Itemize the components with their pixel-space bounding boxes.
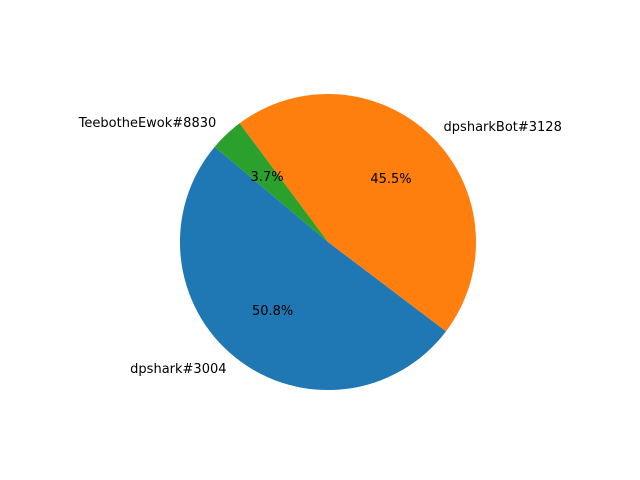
slice-percent-0: 50.8% xyxy=(252,304,293,319)
slice-label-0: dpshark#3004 xyxy=(130,362,226,377)
slice-percent-2: 3.7% xyxy=(251,170,284,185)
pie-slice-0 xyxy=(179,146,447,391)
pie-labels: dpshark#3004 50.8% dpsharkBot#3128 45.5% Tee… xyxy=(78,116,562,377)
slice-percent-1: 45.5% xyxy=(370,172,411,187)
slice-label-1: dpsharkBot#3128 xyxy=(444,120,562,135)
pie-slice-1 xyxy=(239,94,477,332)
pie-slice-2 xyxy=(214,123,328,242)
slice-label-2: TeebotheEwok#8830 xyxy=(78,116,217,131)
pie-slices xyxy=(179,94,477,391)
